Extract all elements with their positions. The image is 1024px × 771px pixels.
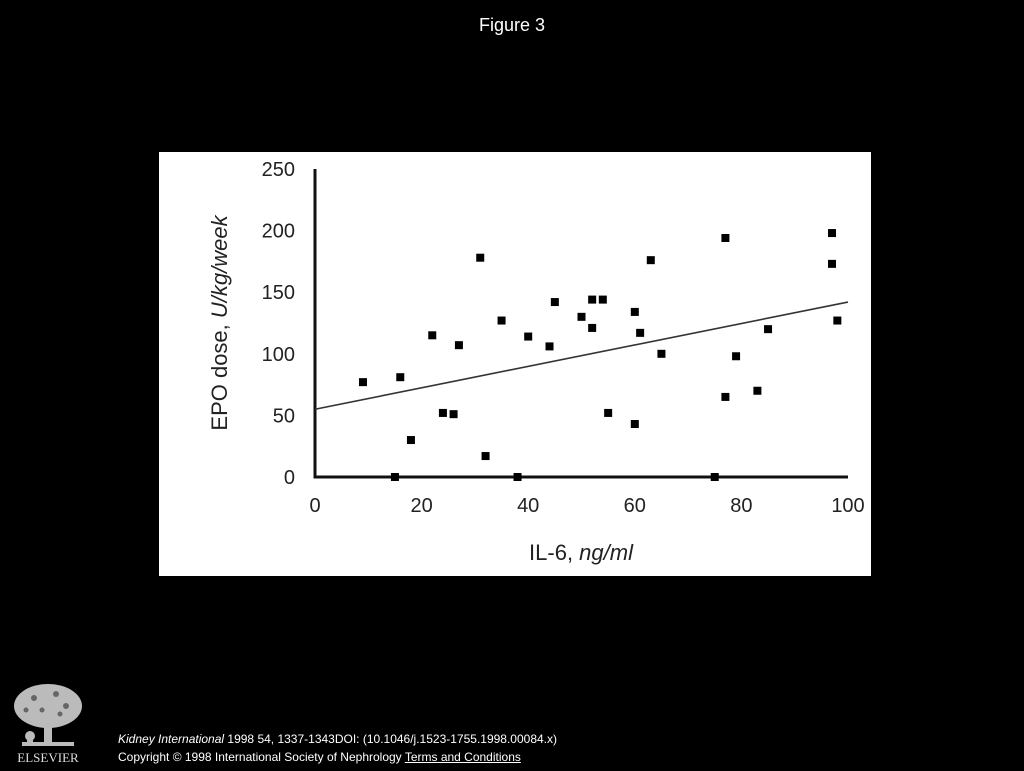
- data-point: [604, 408, 613, 417]
- chart-panel: 0 50 100 150 200 250 0 20 40 60 80 100 IL-6, ng/ml E…: [159, 152, 871, 576]
- data-point: [396, 373, 405, 382]
- x-tick-label: 60: [624, 495, 646, 517]
- citation-line: Kidney International 1998 54, 1337-1343D…: [118, 730, 557, 748]
- data-point: [588, 323, 597, 332]
- y-tick-label: 250: [262, 159, 295, 181]
- data-point: [524, 332, 533, 341]
- data-point: [833, 316, 842, 325]
- regression-line-group: [314, 301, 849, 411]
- copyright-line: Copyright © 1998 International Society o…: [118, 748, 557, 766]
- data-point: [710, 473, 719, 481]
- data-point: [406, 436, 415, 445]
- data-point: [630, 420, 639, 429]
- data-point: [449, 410, 458, 419]
- data-point: [481, 452, 490, 461]
- y-tick-label: 0: [284, 467, 295, 489]
- scatter-chart: 0 50 100 150 200 250 0 20 40 60 80 100 IL-6, ng/ml E…: [207, 159, 865, 565]
- data-point: [764, 325, 773, 334]
- citation-text: 1998 54, 1337-1343DOI: (10.1046/j.1523-1…: [224, 732, 558, 746]
- data-point: [513, 473, 522, 481]
- x-tick-label: 80: [730, 495, 752, 517]
- data-point: [636, 328, 645, 337]
- axis-labels: IL-6, ng/ml EPO dose, U/kg/week: [207, 214, 634, 565]
- x-tick-label: 0: [309, 495, 320, 517]
- regression-line: [314, 301, 849, 411]
- data-point: [497, 316, 506, 325]
- figure-title: Figure 3: [478, 15, 546, 35]
- terms-link[interactable]: Terms and Conditions: [404, 750, 521, 764]
- y-tick-label: 100: [262, 344, 295, 366]
- elsevier-logo: ELSEVIER: [8, 680, 88, 766]
- y-tick-label: 150: [262, 282, 295, 304]
- data-point: [732, 352, 741, 361]
- data-point: [721, 392, 730, 401]
- x-tick-label: 40: [517, 495, 539, 517]
- y-tick-label: 200: [262, 221, 295, 243]
- journal-name: Kidney International: [118, 732, 225, 746]
- data-point: [577, 312, 586, 321]
- copyright-text: Copyright © 1998 International Society o…: [118, 750, 402, 764]
- y-axis-label: EPO dose, U/kg/week: [207, 214, 232, 430]
- x-tick-label: 100: [831, 495, 864, 517]
- y-tick-label: 50: [273, 405, 295, 427]
- data-point: [358, 378, 367, 387]
- data-point: [454, 341, 463, 350]
- data-point: [545, 342, 554, 351]
- logo-wordmark: ELSEVIER: [17, 750, 79, 765]
- x-tick-label: 20: [410, 495, 432, 517]
- data-point: [646, 256, 655, 265]
- data-point: [828, 229, 837, 238]
- data-point: [828, 259, 837, 268]
- data-point: [753, 386, 762, 395]
- data-point: [390, 473, 399, 481]
- axes: [313, 169, 848, 479]
- data-point: [438, 408, 447, 417]
- data-point: [588, 295, 597, 304]
- data-point: [550, 298, 559, 307]
- data-point: [630, 307, 639, 316]
- data-point: [428, 331, 437, 340]
- data-point: [721, 233, 730, 242]
- citation-footer: Kidney International 1998 54, 1337-1343D…: [118, 730, 557, 766]
- x-axis-label: IL-6, ng/ml: [529, 540, 634, 565]
- data-point: [657, 349, 666, 358]
- data-point: [598, 295, 607, 304]
- data-points: [358, 229, 842, 481]
- data-point: [476, 253, 485, 262]
- tick-labels: 0 50 100 150 200 250 0 20 40 60 80 100: [262, 159, 865, 517]
